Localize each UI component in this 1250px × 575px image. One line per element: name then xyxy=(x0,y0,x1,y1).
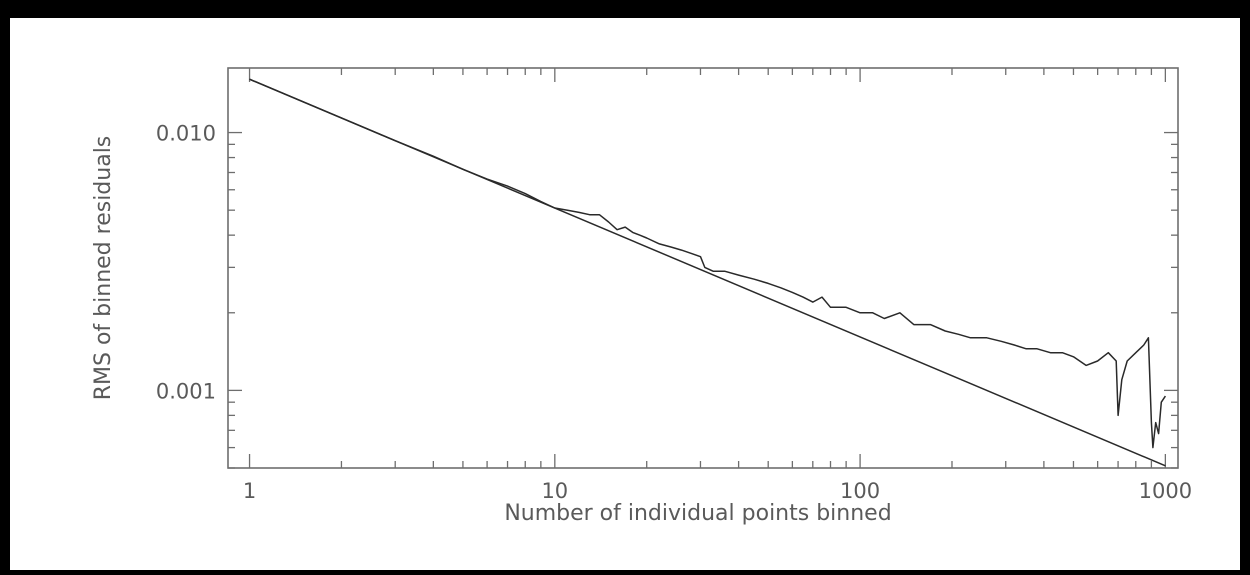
y-axis-label: RMS of binned residuals xyxy=(91,136,116,401)
chart-svg: 1 10 100 1000 0.001 0.010 Number of individu… xyxy=(91,67,1192,526)
x-tick-label: 1000 xyxy=(1139,479,1192,503)
axes-box xyxy=(227,67,1179,469)
x-axis-label: Number of individual points binned xyxy=(504,501,891,526)
measured-rms-line xyxy=(249,78,1167,449)
x-tick-label: 100 xyxy=(840,479,880,503)
x-axis-ticks: 1 10 100 1000 xyxy=(243,68,1192,503)
y-tick-label: 0.010 xyxy=(156,122,216,146)
y-axis-ticks: 0.001 0.010 xyxy=(156,122,1178,469)
x-tick-label: 10 xyxy=(541,479,568,503)
x-tick-label: 1 xyxy=(243,479,256,503)
y-tick-label: 0.001 xyxy=(156,379,216,403)
series-group xyxy=(249,78,1167,467)
plot-area: 1 10 100 1000 0.001 0.010 Number of individu… xyxy=(10,18,1240,570)
